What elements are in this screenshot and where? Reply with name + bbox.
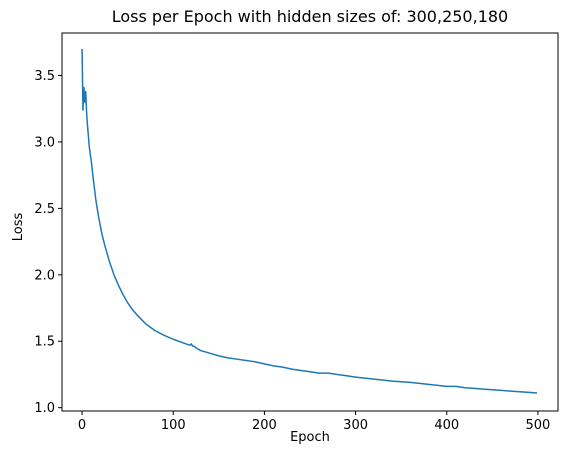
x-axis-label: Epoch [290,430,330,445]
y-axis-label: Loss [11,213,26,242]
y-tick-label: 2.0 [34,268,55,283]
x-tick-label: 200 [252,418,277,433]
x-tick-label: 400 [434,418,459,433]
x-tick-label: 100 [161,418,186,433]
x-tick-label: 500 [526,418,551,433]
x-tick-label: 0 [78,418,86,433]
series-line-0 [81,48,538,394]
y-tick-label: 1.5 [34,335,55,350]
plot-frame [61,32,559,412]
y-tick-label: 2.5 [34,202,55,217]
y-tick-label: 1.0 [34,401,55,416]
x-tick-label: 300 [343,418,368,433]
y-tick-label: 3.5 [34,69,55,84]
chart-title: Loss per Epoch with hidden sizes of: 300… [112,7,508,26]
x-axis: 0 100 200 300 400 500 [78,411,550,433]
plot-area [81,48,538,394]
y-axis: 1.0 1.5 2.0 2.5 3.0 3.5 [34,69,62,416]
y-tick-label: 3.0 [34,135,55,150]
